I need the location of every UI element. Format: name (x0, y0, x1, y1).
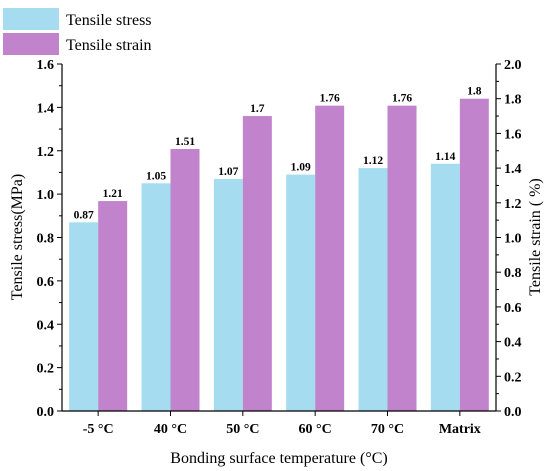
data-label-tensile-stress: 1.14 (435, 151, 455, 163)
data-label-group: 0.87 1.21 1.05 1.51 1.07 1.7 1.09 1.76 1.12 1.76 1… (74, 86, 482, 222)
left-tick-label: 1.2 (37, 145, 55, 160)
bar-tensile-strain (170, 149, 200, 411)
right-tick-label: 1.0 (504, 232, 522, 247)
right-tick-label: 2.0 (504, 58, 522, 73)
x-axis-title: Bonding surface temperature (°C) (170, 450, 387, 467)
left-axis-ticks: 0.0 0.2 0.4 0.6 0.8 1.0 1.2 1.4 1.6 (37, 58, 62, 420)
legend-label-tensile-stress: Tensile stress (66, 12, 152, 29)
x-axis-ticks: -5 °C 40 °C 50 °C 60 °C 70 °C Matrix (83, 411, 481, 437)
x-tick-label: -5 °C (83, 422, 114, 437)
bar-group (69, 98, 489, 412)
data-label-tensile-strain: 1.76 (320, 93, 340, 105)
bar-tensile-stress (141, 183, 171, 411)
right-tick-label: 0.8 (504, 266, 522, 281)
right-tick-label: 0.6 (504, 301, 522, 316)
data-label-tensile-strain: 1.76 (392, 93, 412, 105)
bar-tensile-stress (286, 174, 316, 411)
bar-tensile-stress (358, 168, 388, 411)
bar-tensile-stress (430, 163, 460, 411)
left-tick-label: 1.6 (37, 58, 55, 73)
right-tick-label: 0.0 (504, 405, 522, 420)
left-axis-title: Tensile stress(MPa) (9, 174, 26, 300)
legend-swatch-tensile-strain (3, 33, 59, 55)
left-tick-label: 0.4 (37, 318, 55, 333)
bar-tensile-stress (213, 178, 243, 411)
data-label-tensile-stress: 1.09 (291, 162, 311, 174)
bar-tensile-strain (242, 116, 272, 412)
left-tick-label: 0.2 (37, 362, 55, 377)
data-label-tensile-stress: 0.87 (74, 209, 94, 221)
x-tick-label: 70 °C (371, 422, 404, 437)
data-label-tensile-strain: 1.8 (467, 86, 482, 98)
x-tick-label: Matrix (439, 422, 481, 437)
data-label-tensile-strain: 1.51 (175, 136, 195, 148)
right-axis-ticks: 0.0 0.2 0.4 0.6 0.8 1.0 1.2 1.4 1.6 1.8 2.0 (496, 58, 522, 420)
right-axis-title: Tensile strain ( %) (527, 178, 544, 296)
bar-tensile-strain (98, 201, 128, 411)
legend-swatch-tensile-stress (3, 8, 59, 30)
right-tick-label: 1.6 (504, 127, 522, 142)
right-tick-label: 1.2 (504, 197, 522, 212)
data-label-tensile-stress: 1.05 (146, 170, 166, 182)
data-label-tensile-strain: 1.7 (250, 103, 265, 115)
legend: Tensile stress Tensile strain (3, 8, 152, 55)
left-tick-label: 0.6 (37, 275, 55, 290)
data-label-tensile-stress: 1.12 (363, 155, 383, 167)
bar-tensile-strain (459, 98, 489, 411)
x-tick-label: 40 °C (154, 422, 187, 437)
left-tick-label: 1.0 (37, 188, 55, 203)
x-tick-label: 50 °C (226, 422, 259, 437)
left-tick-label: 1.4 (37, 101, 55, 116)
bar-tensile-strain (387, 105, 417, 411)
left-tick-label: 0.0 (37, 405, 55, 420)
right-tick-label: 0.2 (504, 370, 522, 385)
bar-tensile-stress (69, 222, 99, 411)
data-label-tensile-strain: 1.21 (103, 188, 123, 200)
data-label-tensile-stress: 1.07 (218, 166, 238, 178)
x-tick-label: 60 °C (299, 422, 332, 437)
bar-tensile-strain (315, 105, 345, 411)
legend-label-tensile-strain: Tensile strain (66, 37, 152, 54)
right-tick-label: 0.4 (504, 336, 522, 351)
right-tick-label: 1.4 (504, 162, 522, 177)
right-tick-label: 1.8 (504, 93, 522, 108)
left-tick-label: 0.8 (37, 232, 55, 247)
